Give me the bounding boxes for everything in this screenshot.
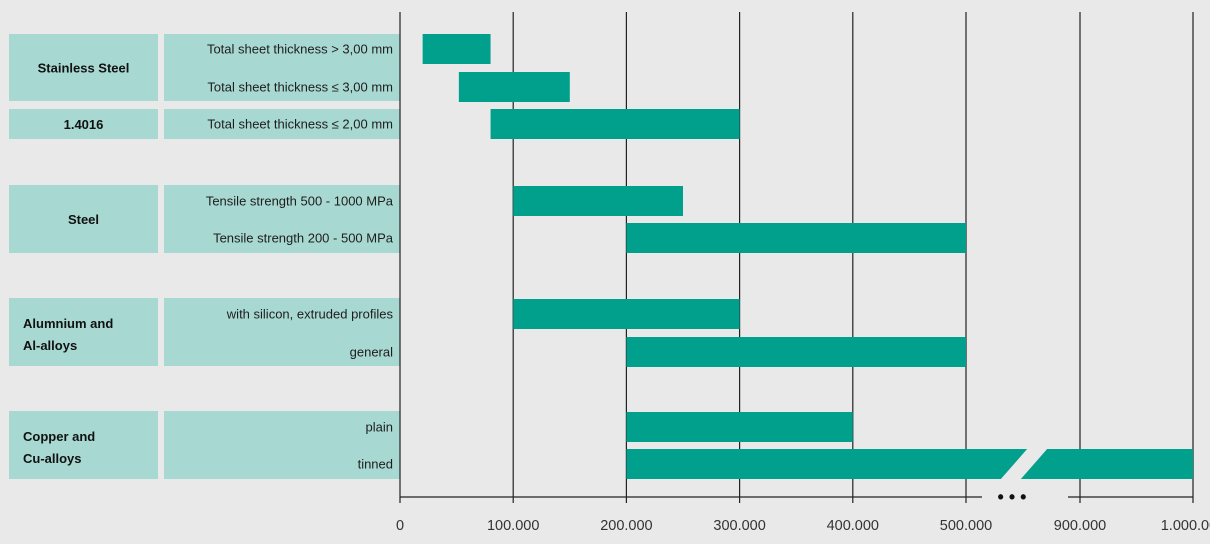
category-label-box (164, 411, 400, 479)
bars (422, 34, 1193, 480)
x-tick-label: 900.000 (1054, 518, 1106, 534)
group-label-box (9, 34, 158, 101)
group-label: Al-alloys (23, 338, 77, 353)
group-label-box (9, 298, 158, 366)
category-label: Tensile strength 500 - 1000 MPa (206, 194, 394, 209)
category-label: Total sheet thickness ≤ 3,00 mm (207, 80, 393, 95)
group-label: Alumnium and (23, 316, 113, 331)
bar (422, 34, 491, 64)
category-label-box (164, 298, 400, 366)
x-tick-label: 1.000.000 (1161, 518, 1210, 534)
bar (626, 412, 853, 442)
bar (626, 223, 966, 253)
category-label: plain (366, 420, 393, 435)
category-label-box (164, 185, 400, 253)
category-label: Tensile strength 200 - 500 MPa (213, 231, 394, 246)
category-label: tinned (358, 457, 393, 472)
group-label: 1.4016 (64, 117, 104, 132)
category-label: general (350, 345, 393, 360)
category-label: Total sheet thickness ≤ 2,00 mm (207, 117, 393, 132)
bar (458, 72, 570, 102)
group-label: Copper and (23, 429, 95, 444)
x-tick-label: 500.000 (940, 518, 992, 534)
gridlines (399, 12, 1194, 503)
group-label-box (9, 185, 158, 253)
group-label: Stainless Steel (38, 61, 130, 76)
bar (513, 299, 740, 329)
x-tick-label: 0 (396, 518, 404, 534)
category-label-box (164, 109, 400, 139)
category-label: with silicon, extruded profiles (226, 307, 394, 322)
bar (513, 186, 683, 216)
x-tick-label: 400.000 (827, 518, 879, 534)
x-axis: • • • 0 100.000 200.000 300.000 400.000 500.00… (396, 487, 1210, 534)
x-tick-label: 200.000 (600, 518, 652, 534)
group-label-box (9, 411, 158, 479)
bar (626, 337, 966, 367)
group-label: Steel (68, 212, 99, 227)
category-label: Total sheet thickness > 3,00 mm (207, 42, 393, 57)
category-label-box (164, 34, 400, 101)
bar (626, 449, 1193, 479)
bar (490, 109, 740, 139)
label-panels: Stainless Steel Total sheet thickness > 3… (9, 34, 400, 479)
group-label: Cu-alloys (23, 451, 82, 466)
axis-break-symbol: • • • (998, 487, 1027, 507)
group-label-box (9, 109, 158, 139)
x-tick-label: 100.000 (487, 518, 539, 534)
x-tick-label: 300.000 (713, 518, 765, 534)
bar-break-mark (1000, 448, 1048, 480)
